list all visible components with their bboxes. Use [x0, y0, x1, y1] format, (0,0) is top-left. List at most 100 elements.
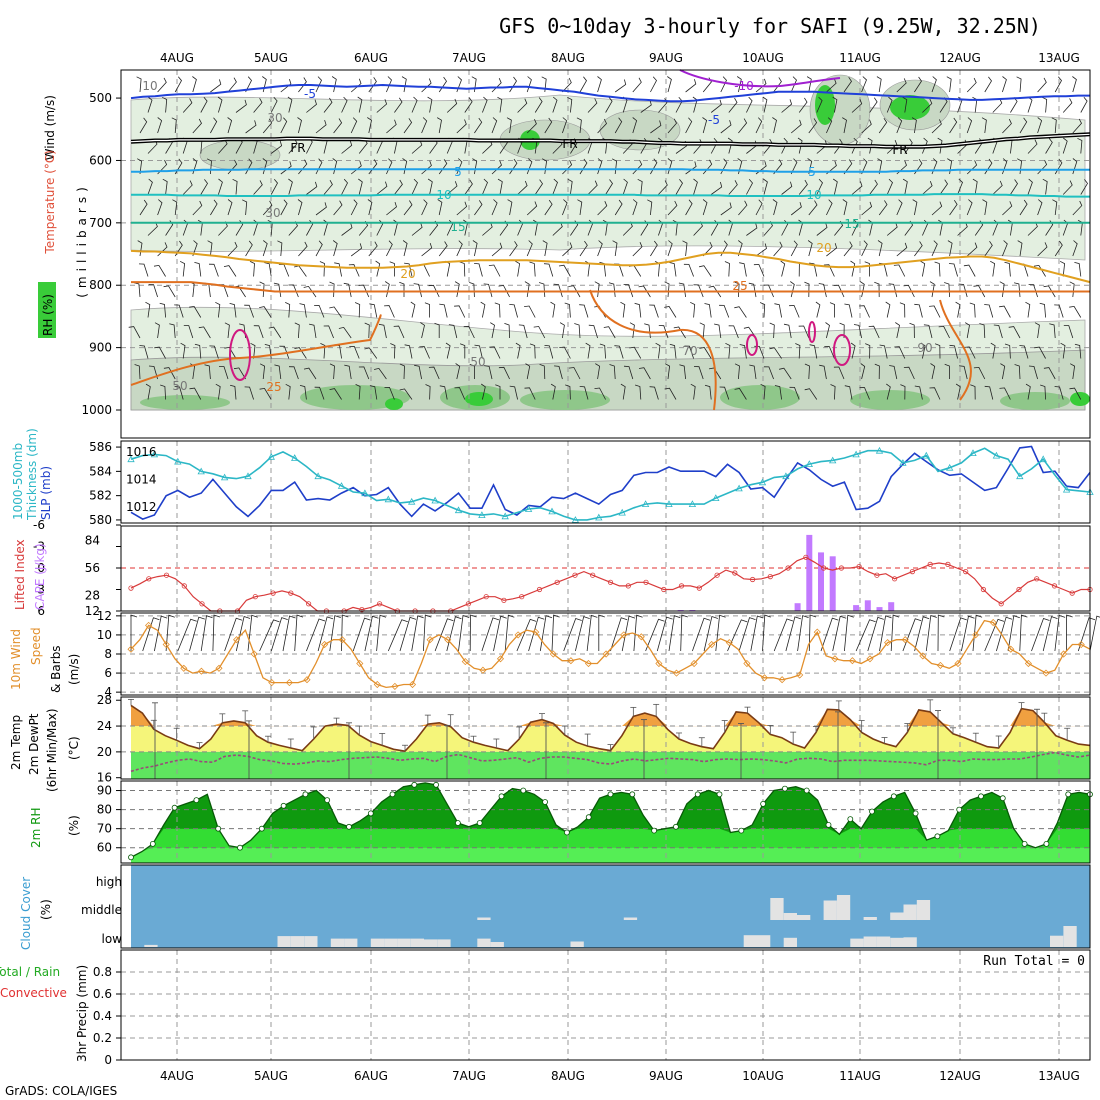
rh2m-marker — [346, 823, 352, 830]
cloud-low-bar — [277, 936, 291, 947]
wind-barb — [878, 200, 888, 216]
wind-barb — [491, 117, 498, 134]
lifted-index-marker — [838, 565, 845, 571]
wind-barb — [298, 77, 307, 93]
wind-barb — [815, 301, 821, 318]
chart-title: GFS 0~10day 3-hourly for SAFI (9.25W, 32… — [499, 14, 1041, 38]
lifted-index-marker — [146, 576, 152, 582]
wind10m-ticks: 4 6 8 10 12 — [97, 609, 121, 699]
thickness-marker — [969, 449, 977, 456]
lifted-index-marker — [607, 579, 614, 585]
wind-barb — [769, 322, 775, 339]
wind-barb — [559, 322, 565, 339]
wind-barb — [315, 119, 327, 134]
y-tick-label: 28 — [97, 693, 112, 707]
wind-barb — [1069, 387, 1082, 400]
wind-barb — [944, 363, 950, 380]
wind-barb — [277, 240, 283, 257]
wind-barb — [1019, 199, 1028, 216]
isotherm-label: -5 — [708, 113, 720, 127]
wind-barb — [474, 117, 483, 134]
wind10m-panel: 4 6 8 10 12 — [97, 609, 1100, 699]
wind-barb — [867, 137, 873, 154]
wind-speed-marker — [690, 659, 698, 668]
wind-barb — [403, 118, 413, 134]
wind-barb — [795, 343, 801, 359]
wind-barb — [369, 385, 378, 400]
precip-grid — [121, 950, 1090, 1060]
wind-barb — [789, 386, 800, 400]
wind10m-barb — [1066, 614, 1073, 651]
wind-speed-marker — [215, 664, 223, 672]
rh2m-fill-lighter — [131, 847, 1090, 863]
wind-barb — [773, 241, 783, 257]
wind10m-barb — [539, 615, 553, 652]
wind-barb — [632, 77, 642, 93]
wind-barb — [389, 261, 395, 277]
wind-barb — [719, 386, 730, 400]
wind-barb — [438, 241, 448, 257]
wind-barb — [798, 97, 808, 113]
lifted-index-marker — [270, 590, 276, 596]
wind10m-barb — [750, 615, 764, 652]
wind-barb — [826, 199, 833, 216]
wind-barb — [669, 343, 677, 359]
bottom-date-label: 11AUG — [839, 1069, 881, 1083]
wind-barb — [162, 178, 168, 195]
wind-barb — [303, 367, 317, 380]
wind-barb — [1054, 386, 1064, 400]
cloud-low-bar — [1063, 926, 1077, 947]
wind-barb — [1028, 284, 1038, 298]
wind-barb — [923, 324, 933, 339]
label-rh-percent: RH (%) — [41, 294, 55, 336]
wind-barb — [288, 178, 293, 195]
thickness-marker — [571, 516, 580, 523]
wind-barb — [438, 159, 448, 175]
rh2m-marker — [367, 810, 374, 817]
wind-barb — [1004, 261, 1011, 277]
wind-barb — [693, 366, 704, 380]
wind-speed-marker — [954, 659, 962, 668]
wind-speed-marker — [373, 680, 381, 689]
wind10m-barb — [715, 614, 726, 652]
wind-barb — [829, 302, 836, 318]
lifted-index-marker — [590, 572, 596, 578]
wind-barb — [832, 178, 838, 195]
lifted-index-marker — [536, 586, 543, 593]
thickness-marker — [712, 494, 720, 501]
wind-barb — [279, 345, 290, 359]
wind-speed-marker — [760, 674, 769, 682]
wind-barb — [1025, 383, 1031, 400]
wind-barb — [319, 261, 325, 277]
isotherm-label: 15 — [844, 217, 859, 231]
wind-barb — [390, 343, 396, 359]
label-thickness-2: Thickness (dm) — [25, 428, 39, 521]
cloud-low-bar — [850, 938, 864, 947]
upper-air-rh-shading — [130, 74, 1090, 411]
wind-barb — [667, 118, 677, 134]
label-cape: CAPE (J/kg) — [33, 543, 47, 610]
lifted-index-marker — [891, 576, 898, 582]
wind-barb — [323, 97, 333, 113]
cloud-low-bar — [903, 937, 917, 947]
isotherm-25-mid — [589, 289, 717, 411]
wind-barb — [482, 96, 488, 113]
wind-barb — [1025, 301, 1031, 318]
wind-barb — [491, 160, 502, 175]
isotherm-label: -10 — [734, 79, 754, 93]
wind-barb — [483, 283, 493, 298]
wind-barb — [309, 323, 317, 339]
wind-barb — [183, 325, 194, 339]
wind-barb — [683, 263, 694, 277]
wind-barb — [299, 303, 307, 318]
wind-barb — [448, 324, 458, 339]
wind-barb — [597, 201, 608, 216]
wind-barb — [595, 363, 601, 380]
rh2m-marker — [476, 820, 483, 826]
wind-speed-marker — [532, 628, 540, 636]
wind-barb — [160, 384, 166, 400]
label-temperature: Temperature (°C) — [43, 150, 57, 255]
rh2m-marker — [651, 827, 657, 834]
wind-barb — [215, 383, 221, 400]
wind-barb — [728, 97, 738, 113]
